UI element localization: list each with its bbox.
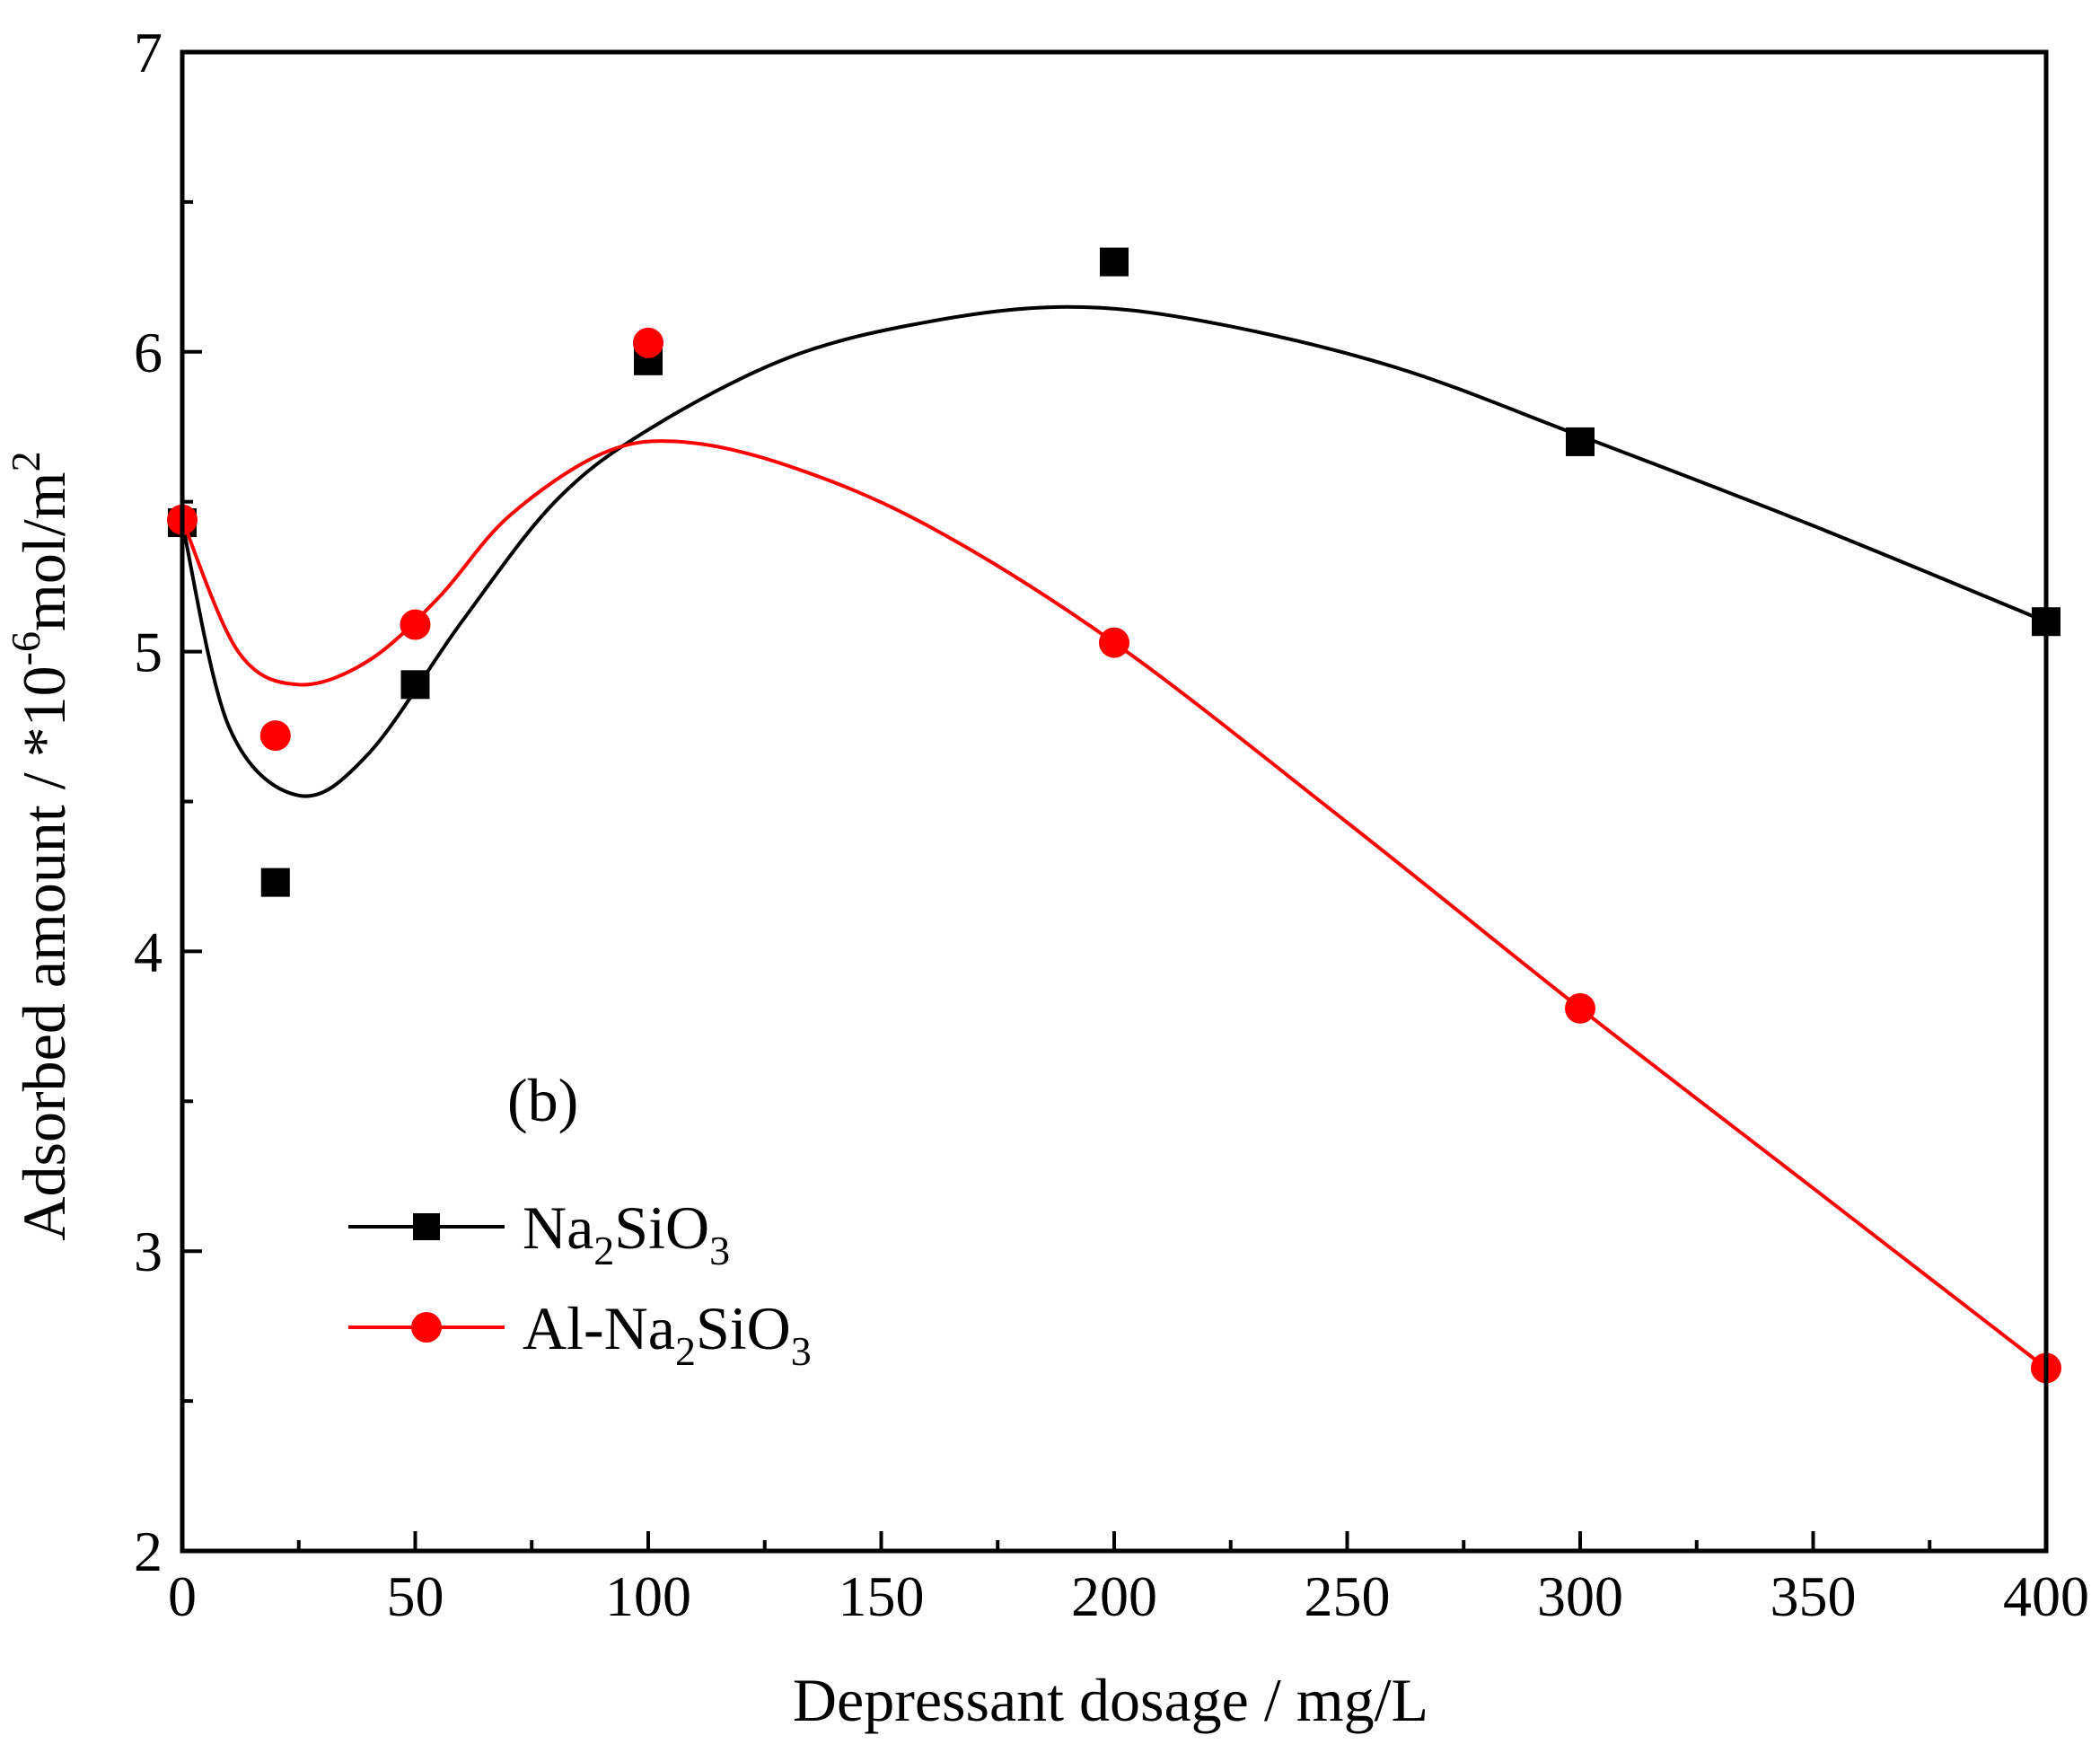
x-tick-label: 350 xyxy=(1771,1564,1857,1628)
y-tick-label: 7 xyxy=(134,21,163,84)
y-tick-label: 3 xyxy=(134,1220,163,1283)
data-point-na2sio3 xyxy=(400,670,430,700)
x-tick-label: 400 xyxy=(2003,1564,2089,1628)
y-tick-label: 5 xyxy=(134,621,163,684)
annotation-label: (b) xyxy=(507,1066,578,1134)
y-tick-label: 6 xyxy=(134,321,163,384)
data-point-al-na2sio3 xyxy=(259,720,291,752)
y-axis-title-exponent: -6 xyxy=(3,631,48,665)
legend-marker-al-na2sio3 xyxy=(411,1312,442,1343)
x-tick-label: 150 xyxy=(839,1564,925,1628)
x-tick-label: 250 xyxy=(1305,1564,1391,1628)
data-point-na2sio3 xyxy=(1100,247,1129,277)
legend-label-al-na2sio3: Al-Na2SiO3 xyxy=(523,1294,812,1374)
data-point-al-na2sio3 xyxy=(1565,992,1595,1024)
x-tick-label: 50 xyxy=(387,1564,444,1628)
x-axis-title: Depressant dosage / mg/L xyxy=(793,1666,1428,1734)
legend-marker-na2sio3 xyxy=(413,1213,440,1240)
y-axis-title-exponent2: 2 xyxy=(3,451,48,471)
y-axis-title: Adsorbed amount / *10-6mol/m2 xyxy=(3,451,78,1240)
legend: Na2SiO3 Al-Na2SiO3 xyxy=(348,1193,812,1374)
data-point-na2sio3 xyxy=(1566,427,1595,456)
y-axis-title-unit: mol/m xyxy=(10,471,78,631)
x-tick-label: 200 xyxy=(1071,1564,1157,1628)
data-point-na2sio3 xyxy=(260,868,290,897)
series-layer xyxy=(167,247,2061,1384)
axes-layer: 0 50 100 150 200 250 300 350 400 2 3 4 5 6 7 xyxy=(134,21,2089,1628)
plot-frame xyxy=(180,49,2049,1554)
fit-curve-na2sio3 xyxy=(180,304,2047,798)
y-axis-title-prefix: Adsorbed amount / *10 xyxy=(10,665,78,1240)
data-point-al-na2sio3 xyxy=(1099,627,1129,658)
data-point-al-na2sio3 xyxy=(400,609,431,640)
legend-label-na2sio3: Na2SiO3 xyxy=(523,1193,730,1273)
y-tick-label: 4 xyxy=(134,920,163,983)
y-tick-label: 2 xyxy=(134,1519,163,1583)
x-tick-label: 100 xyxy=(605,1564,691,1628)
fit-curve-al-na2sio3 xyxy=(180,439,2048,1370)
x-tick-label: 0 xyxy=(168,1564,197,1628)
x-tick-label: 300 xyxy=(1537,1564,1623,1628)
data-point-al-na2sio3 xyxy=(633,327,663,358)
